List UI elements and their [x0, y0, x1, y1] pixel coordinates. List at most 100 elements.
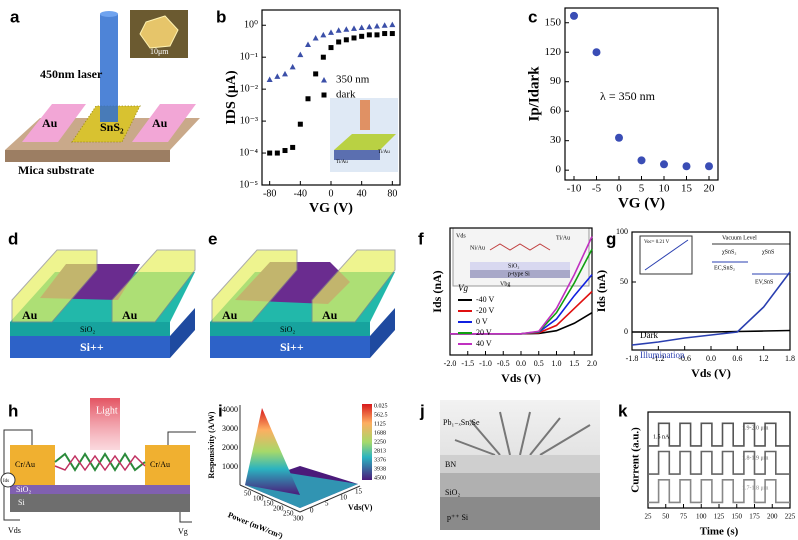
axis-label: Vds(V) — [348, 503, 373, 512]
marker — [343, 26, 350, 32]
y-tick-label: 10⁻³ — [240, 115, 258, 126]
y-tick-label: 60 — [550, 105, 562, 117]
si-side — [370, 308, 395, 358]
x-tick-label: 0.0 — [706, 354, 716, 363]
marker — [282, 70, 288, 77]
x-tick-label: -1.8 — [626, 354, 639, 363]
annotation: Ti/Au — [336, 160, 348, 165]
x-tick-label: 20 — [704, 183, 716, 195]
panel-label: e — [208, 229, 217, 248]
axis-label: Responsivity (A/W) — [207, 411, 216, 478]
line-series — [450, 312, 593, 335]
si-layer — [440, 497, 600, 530]
x-tick-label: 125 — [714, 513, 725, 521]
panel-label: d — [8, 229, 18, 248]
annotation: Vbg — [500, 281, 510, 287]
marker — [343, 37, 349, 43]
label: SiO₂ — [445, 488, 460, 497]
x-axis-label: VG (V) — [618, 195, 665, 211]
marker — [336, 39, 342, 45]
marker — [297, 51, 304, 58]
label: Ids — [3, 479, 9, 484]
electrode — [10, 445, 55, 485]
colorbar-label: 3938 — [374, 466, 386, 472]
x-tick-label: 0 — [329, 188, 334, 199]
legend-label: 20 V — [476, 328, 492, 337]
inset-layer — [470, 270, 570, 278]
x-axis-label: Time (s) — [700, 526, 739, 538]
marker — [305, 41, 311, 47]
y-axis-label: IDS (μA) — [224, 70, 239, 125]
marker — [320, 31, 327, 38]
circuit — [179, 512, 192, 523]
marker — [328, 29, 334, 35]
flake — [71, 105, 141, 143]
panel-f-inset — [452, 227, 590, 287]
marker — [290, 144, 296, 150]
colorbar — [362, 404, 372, 480]
marker — [705, 162, 713, 171]
marker — [358, 24, 365, 30]
tick-label: 0 — [310, 507, 314, 515]
marker — [374, 32, 380, 38]
y-axis-label: Ids (nA) — [594, 270, 608, 312]
marker — [351, 25, 357, 31]
x-tick-label: 1.5 — [569, 359, 579, 368]
ammeter — [0, 472, 16, 488]
x-tick-label: 1.2 — [759, 354, 769, 363]
line-series — [631, 271, 791, 346]
light-beam — [90, 398, 120, 450]
x-axis-label: Vds (V) — [691, 366, 731, 380]
laser-top — [100, 11, 118, 17]
colorbar-label: 1125 — [374, 421, 386, 427]
panel-label: f — [418, 229, 424, 248]
tick-label: 300 — [293, 515, 304, 523]
x-tick-label: -1.2 — [652, 354, 665, 363]
annotation: Vacuum Level — [722, 235, 757, 241]
lattice — [454, 411, 591, 456]
label: SnS₂ — [100, 120, 124, 134]
inset-device — [334, 134, 396, 150]
panel-e: Au SiO₂ Au Si++ — [210, 249, 396, 358]
panel-label: g — [606, 229, 616, 248]
annotation: 1.5 nA — [653, 434, 670, 440]
y-tick-label: 10⁰ — [244, 20, 258, 31]
label: Au — [222, 308, 238, 322]
x-tick-label: 75 — [680, 513, 688, 521]
x-tick-label: 225 — [785, 513, 796, 521]
x-tick-label: 50 — [662, 513, 670, 521]
colorbar-label: 2250 — [374, 439, 386, 445]
panel-j: Pb₁₋ₓSnₓSe BN SiO₂ p⁺⁺ Si — [440, 400, 600, 530]
x-tick-label: 100 — [696, 513, 707, 521]
annotation: SiO₂ — [508, 263, 519, 269]
tick-label: 250 — [283, 510, 294, 518]
x-axis-label: Vds (V) — [501, 371, 541, 385]
axis-label: Power (mW/cm²) — [227, 510, 285, 540]
line-series — [648, 422, 790, 447]
legend-title: Vg — [458, 283, 468, 293]
y-tick-label: 150 — [545, 16, 562, 28]
axis — [299, 485, 361, 513]
y-tick-label: 10⁻⁴ — [239, 147, 258, 158]
marker — [289, 63, 296, 70]
si-layer — [10, 494, 190, 512]
x-tick-label: 200 — [767, 513, 778, 521]
x-tick-label: 0.5 — [534, 359, 544, 368]
surface — [245, 408, 300, 495]
marker — [297, 121, 303, 127]
x-tick-label: -40 — [294, 188, 307, 199]
legend-label: 1.8-1.9 μm — [742, 455, 769, 461]
x-tick-label: 15 — [681, 183, 693, 195]
bn-layer — [440, 455, 600, 473]
panel-g-inset — [639, 235, 790, 275]
annotation: Vds — [456, 233, 466, 239]
marker — [615, 133, 623, 142]
tick-label: 2000 — [222, 443, 238, 452]
marker — [366, 32, 372, 38]
x-tick-label: -0.6 — [678, 354, 691, 363]
marker — [328, 45, 334, 51]
marker — [320, 54, 326, 60]
label: Au — [122, 308, 138, 322]
